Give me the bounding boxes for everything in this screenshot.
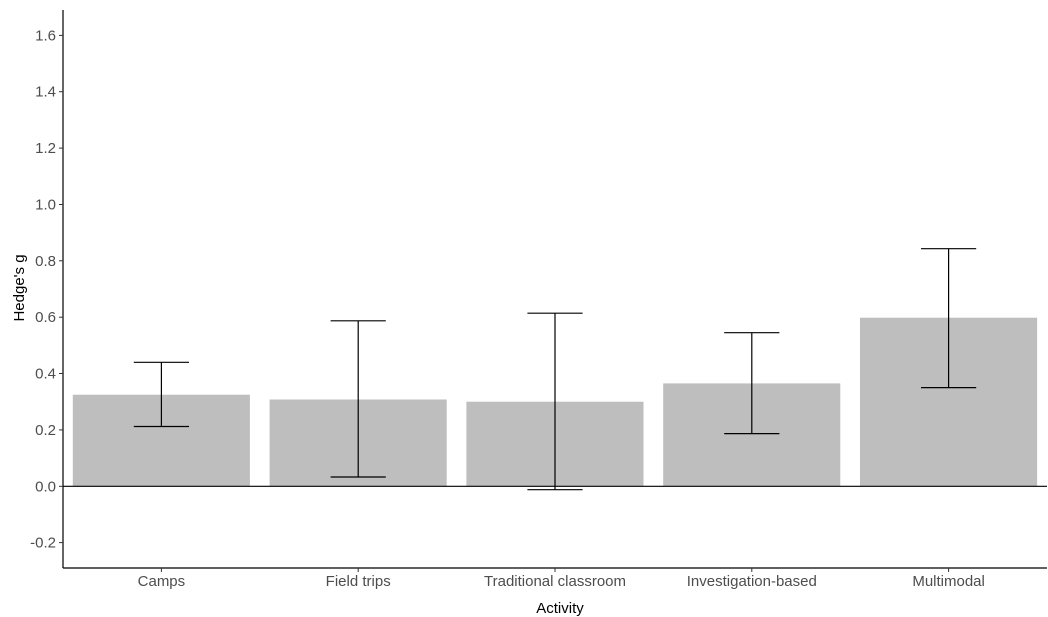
y-tick-label: 0.0 [35, 478, 56, 495]
y-tick-label: 0.8 [35, 253, 56, 270]
error-bar [724, 332, 780, 435]
y-tick-label: 1.6 [35, 27, 56, 44]
x-tick-label: Investigation-based [687, 573, 817, 590]
error-bar [527, 312, 583, 491]
y-axis-title: Hedge's g [11, 254, 28, 321]
y-tick-label: 1.4 [35, 84, 56, 101]
y-tick-label: 0.2 [35, 422, 56, 439]
y-tick-label: 0.6 [35, 309, 56, 326]
y-tick-label: 1.2 [35, 140, 56, 157]
error-bar [330, 320, 386, 478]
y-tick-label: 1.0 [35, 197, 56, 214]
error-bar [133, 361, 189, 428]
x-axis-title: Activity [536, 600, 584, 617]
x-ticks-layer: Camps Field trips Traditional classroom Inv… [138, 568, 985, 590]
y-tick-label: 0.4 [35, 366, 56, 383]
x-tick-label: Field trips [326, 573, 391, 590]
x-tick-label: Camps [138, 573, 186, 590]
y-tick-label: -0.2 [30, 535, 56, 552]
x-tick-label: Traditional classroom [484, 573, 626, 590]
error-bar [921, 248, 977, 389]
error-bars-layer [133, 248, 977, 491]
x-tick-label: Multimodal [912, 573, 985, 590]
y-ticks-layer: -0.2 0.0 0.2 0.4 0.6 0.8 1.0 1.2 1.4 1.6 [30, 27, 63, 552]
